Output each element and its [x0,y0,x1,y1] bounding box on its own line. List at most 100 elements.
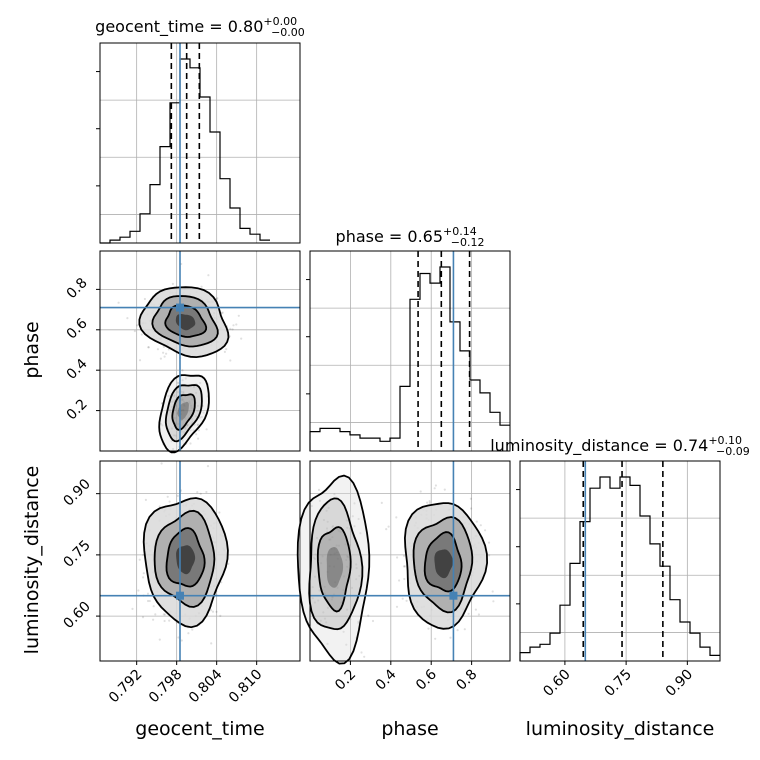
sample-point [357,622,360,625]
contour-0-0 [403,502,489,630]
sample-point [229,359,232,362]
sample-point [320,562,323,565]
y-tick-label-phase-3: 0.8 [64,275,91,302]
sample-point [170,427,173,430]
sample-point [331,536,334,539]
sample-point [216,297,219,300]
title-phase-minus: −0.12 [451,236,485,249]
sample-point [331,596,334,599]
sample-point [311,597,314,600]
sample-point [188,402,191,405]
sample-point [314,553,317,556]
y-tick-label-luminosity-distance-2: 0.90 [60,476,93,509]
sample-point [405,599,408,602]
sample-point [195,391,198,394]
x-tick-label-phase-1: 0.4 [373,666,400,693]
sample-point [387,525,390,528]
sample-point [350,586,354,590]
sample-point [189,442,192,445]
panel-frame [99,460,301,662]
sample-point [231,328,234,331]
sample-point [174,422,177,425]
x-tick-label-geocent-time-0: 0.792 [106,667,146,707]
sample-point [199,492,202,495]
sample-point [311,586,314,589]
truth-marker [176,591,184,600]
sample-point [322,518,325,522]
x-tick-label-geocent-time-3: 0.810 [226,667,266,707]
sample-point [187,632,190,635]
sample-point [207,274,210,277]
sample-point [146,592,150,595]
sample-point [184,426,187,430]
x-tick-label-geocent-time-2: 0.804 [186,666,226,706]
sample-point [181,379,184,382]
panel-frame [309,250,511,452]
sample-point [323,617,327,620]
sample-point [143,297,146,301]
panel-frame [99,42,301,244]
ylabel-luminosity-distance: luminosity_distance [21,466,43,655]
sample-point [340,601,343,604]
sample-point [173,434,176,437]
histogram-geocent-time [100,58,270,244]
sample-point [182,403,186,406]
sample-point [337,544,341,547]
sample-point [363,655,366,658]
sample-point [190,417,194,420]
sample-point [154,613,157,616]
sample-point [467,612,470,615]
sample-point [403,577,406,581]
sample-point [403,565,406,568]
sample-point [159,357,162,360]
sample-point [349,618,352,621]
panel-phase-vs-phase [306,250,511,452]
sample-point [433,487,436,490]
sample-point [195,433,198,436]
sample-point [395,516,398,519]
sample-point [182,390,185,393]
sample-point [215,610,218,613]
sample-point [329,538,332,541]
sample-point [223,350,226,353]
sample-point [174,434,177,437]
sample-point [188,400,191,403]
sample-point [175,404,178,407]
sample-point [177,636,180,639]
sample-point [196,409,199,413]
sample-point [337,529,340,532]
sample-point [232,324,235,327]
x-tick-label-phase-0: 0.2 [332,667,359,694]
sample-point [310,504,313,508]
sample-point [177,422,180,425]
sample-point [184,428,187,431]
sample-point [346,556,349,559]
sample-point [181,398,184,401]
sample-point [319,619,322,622]
contour-0-1 [412,516,474,614]
contour-0-1 [153,509,216,608]
sample-point [140,333,143,336]
sample-point [158,638,161,641]
xlabel-geocent-time: geocent_time [135,718,264,740]
sample-point [167,395,170,398]
sample-point [152,605,155,608]
sample-point [360,651,363,654]
sample-point [359,532,362,535]
x-tick-label-phase-3: 0.8 [453,667,480,694]
sample-point [170,440,173,443]
sample-point [162,351,165,354]
sample-point [323,585,326,588]
plot-content: 0.60 0.75 0.90 0.2 0.4 0.6 0.8 0.60 0.75 0.90 0.79… [60,42,721,707]
title-phase-label: phase [336,227,384,246]
sample-point [331,525,334,529]
density-level-1-0 [297,476,370,663]
sample-point [346,526,349,529]
sample-point [169,410,172,414]
sample-point [475,520,478,523]
sample-point [225,348,228,351]
sample-point [137,589,140,592]
histogram-luminosity-distance [519,476,720,661]
sample-point [367,614,370,617]
